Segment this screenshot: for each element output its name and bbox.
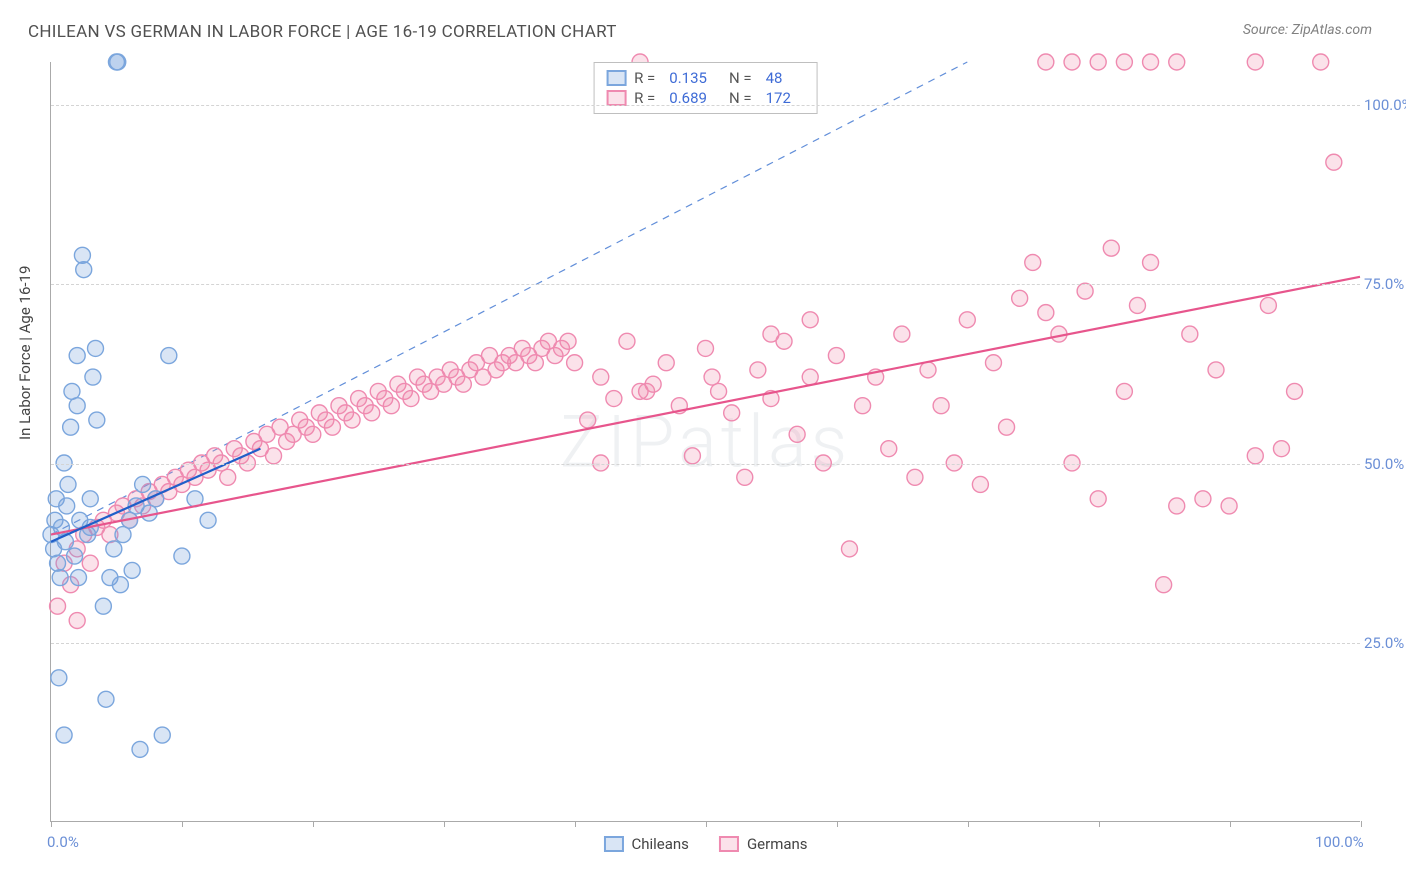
y-tick-label: 50.0% (1364, 455, 1406, 473)
x-tick-label: 100.0% (1315, 833, 1364, 851)
x-tick (182, 821, 183, 827)
chart-title: CHILEAN VS GERMAN IN LABOR FORCE | AGE 1… (28, 22, 617, 42)
x-tick (1230, 821, 1231, 827)
y-axis-label: In Labor Force | Age 16-19 (16, 266, 34, 440)
legend-n-label: N = (729, 69, 752, 87)
gridline (51, 643, 1360, 644)
y-tick-label: 100.0% (1364, 96, 1406, 114)
gridline (51, 105, 1360, 106)
legend-label-germans: Germans (747, 835, 808, 853)
swatch-germans (606, 90, 626, 106)
x-tick (51, 821, 52, 827)
swatch-chileans (606, 70, 626, 86)
plot-area: ZIPatlas 25.0%50.0%75.0%100.0% 0.0%100.0… (50, 62, 1360, 822)
legend-item-chileans: Chileans (603, 835, 688, 853)
x-tick (1361, 821, 1362, 827)
x-tick (968, 821, 969, 827)
x-tick-label: 0.0% (47, 833, 79, 851)
swatch-germans-bottom (719, 836, 739, 852)
x-tick (1099, 821, 1100, 827)
gridline (51, 464, 1360, 465)
source-label: Source: ZipAtlas.com (1243, 22, 1372, 38)
legend-r-chileans: 0.135 (669, 69, 707, 87)
legend-n-chileans: 48 (766, 69, 783, 87)
correlation-legend: R = 0.135 N = 48 R = 0.689 N = 172 (593, 62, 818, 114)
plot-svg (51, 62, 1360, 821)
swatch-chileans-bottom (603, 836, 623, 852)
bottom-legend: Chileans Germans (603, 835, 807, 853)
y-tick-label: 25.0% (1364, 634, 1406, 652)
y-tick-label: 75.0% (1364, 275, 1406, 293)
x-tick (313, 821, 314, 827)
x-tick (444, 821, 445, 827)
legend-r-label: R = (634, 69, 655, 87)
x-tick (706, 821, 707, 827)
legend-row-chileans: R = 0.135 N = 48 (606, 69, 805, 87)
x-tick (575, 821, 576, 827)
x-tick (837, 821, 838, 827)
gridline (51, 284, 1360, 285)
legend-item-germans: Germans (719, 835, 808, 853)
legend-label-chileans: Chileans (631, 835, 688, 853)
